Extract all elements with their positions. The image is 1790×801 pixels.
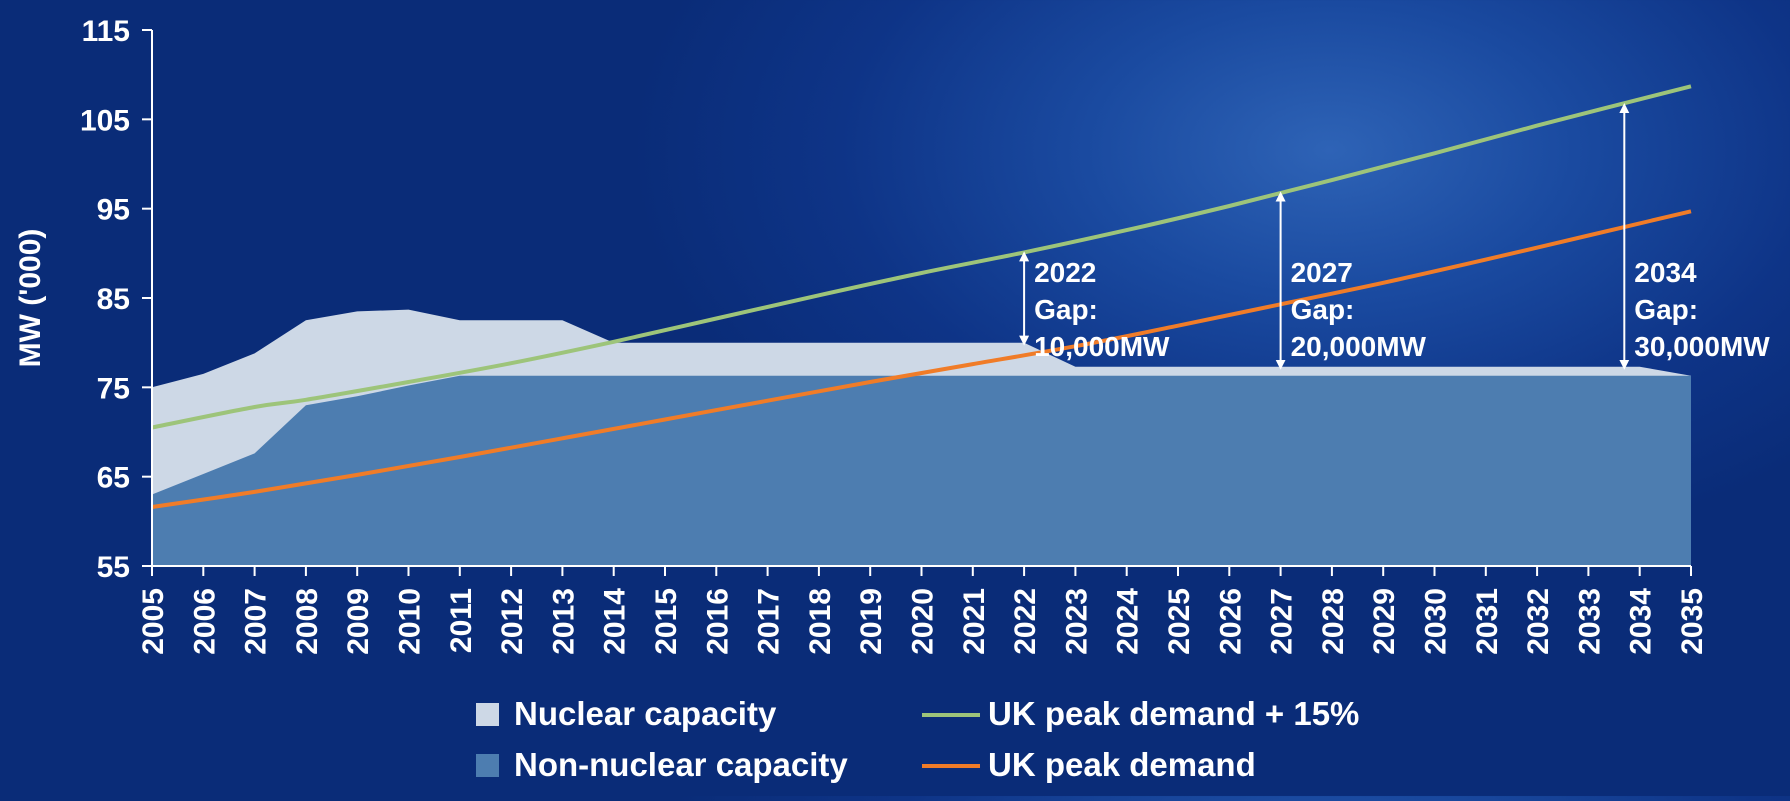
x-tick-label: 2021 xyxy=(958,588,991,655)
x-tick-label: 2031 xyxy=(1471,588,1504,655)
x-tick-label: 2010 xyxy=(394,588,427,655)
x-tick-label: 2033 xyxy=(1573,588,1606,655)
x-tick-label: 2017 xyxy=(753,588,786,655)
y-tick-label: 65 xyxy=(97,462,130,495)
legend-item: Nuclear capacity xyxy=(476,695,777,732)
y-tick-label: 55 xyxy=(97,551,130,584)
y-tick-label: 115 xyxy=(82,15,130,48)
gap-annotation-text: Gap: xyxy=(1634,294,1698,325)
x-tick-label: 2007 xyxy=(240,588,273,655)
line-series-2 xyxy=(151,84,1692,430)
legend-swatch xyxy=(476,754,499,777)
x-tick-label: 2023 xyxy=(1060,588,1093,655)
gap-annotation-text: 10,000MW xyxy=(1034,331,1170,362)
x-tick-label: 2015 xyxy=(650,588,683,655)
legend-label: Non-nuclear capacity xyxy=(514,746,848,783)
x-tick-label: 2027 xyxy=(1266,588,1299,655)
x-tick-label: 2025 xyxy=(1163,588,1196,655)
x-tick-label: 2005 xyxy=(137,588,170,655)
gap-annotation-text: Gap: xyxy=(1291,294,1355,325)
gap-annotation-text: 20,000MW xyxy=(1291,331,1427,362)
y-tick-label: 75 xyxy=(97,372,130,405)
x-tick-label: 2030 xyxy=(1420,588,1453,655)
x-tick-label: 2016 xyxy=(701,588,734,655)
x-tick-label: 2020 xyxy=(907,588,940,655)
area-layer xyxy=(152,309,1691,566)
x-tick-label: 2008 xyxy=(291,588,324,655)
y-axis-title: MW ('000) xyxy=(14,229,47,368)
gap-annotation-text: 2034 xyxy=(1634,257,1697,288)
legend-swatch xyxy=(476,703,499,726)
legend-item: UK peak demand xyxy=(922,746,1256,783)
y-tick-label: 105 xyxy=(80,104,130,137)
legend-item: UK peak demand + 15% xyxy=(922,695,1359,732)
x-tick-label: 2014 xyxy=(599,588,632,655)
gap-annotation-text: 2022 xyxy=(1034,257,1096,288)
x-tick-label: 2029 xyxy=(1368,588,1401,655)
line-series-3 xyxy=(151,209,1692,509)
x-tick-label: 2011 xyxy=(445,588,478,653)
x-tick-label: 2018 xyxy=(804,588,837,655)
legend-label: UK peak demand xyxy=(988,746,1256,783)
annotation-layer: 2022 Gap: 10,000MW 2027 Gap: 20,000MW 2034 Gap:… xyxy=(1019,103,1770,370)
x-tick-label: 2019 xyxy=(855,588,888,655)
legend-label: Nuclear capacity xyxy=(514,695,777,732)
x-tick-label: 2022 xyxy=(1009,588,1042,655)
legend: Nuclear capacity UK peak demand + 15% Non-… xyxy=(476,695,1359,783)
x-tick-label: 2009 xyxy=(342,588,375,655)
x-tick-label: 2032 xyxy=(1522,588,1555,655)
line-layer xyxy=(151,84,1692,509)
x-tick-label: 2006 xyxy=(188,588,221,655)
gap-annotation-text: 30,000MW xyxy=(1634,331,1770,362)
x-tick-label: 2013 xyxy=(547,588,580,655)
gap-annotation-text: Gap: xyxy=(1034,294,1098,325)
gap-annotation-text: 2027 xyxy=(1291,257,1353,288)
legend-label: UK peak demand + 15% xyxy=(988,695,1359,732)
x-tick-label: 2012 xyxy=(496,588,529,655)
area-series-1 xyxy=(152,375,1691,566)
x-tick-label: 2035 xyxy=(1676,588,1709,655)
x-tick-label: 2034 xyxy=(1625,588,1658,655)
axes-layer: 55 65 75 85 95 105 115 2005 2006 2007 2008 2009 2010… xyxy=(14,15,1709,655)
y-tick-label: 95 xyxy=(97,194,130,227)
legend-item: Non-nuclear capacity xyxy=(476,746,848,783)
x-tick-label: 2024 xyxy=(1112,588,1145,655)
x-tick-label: 2028 xyxy=(1317,588,1350,655)
x-tick-label: 2026 xyxy=(1214,588,1247,655)
y-tick-label: 85 xyxy=(97,283,130,316)
